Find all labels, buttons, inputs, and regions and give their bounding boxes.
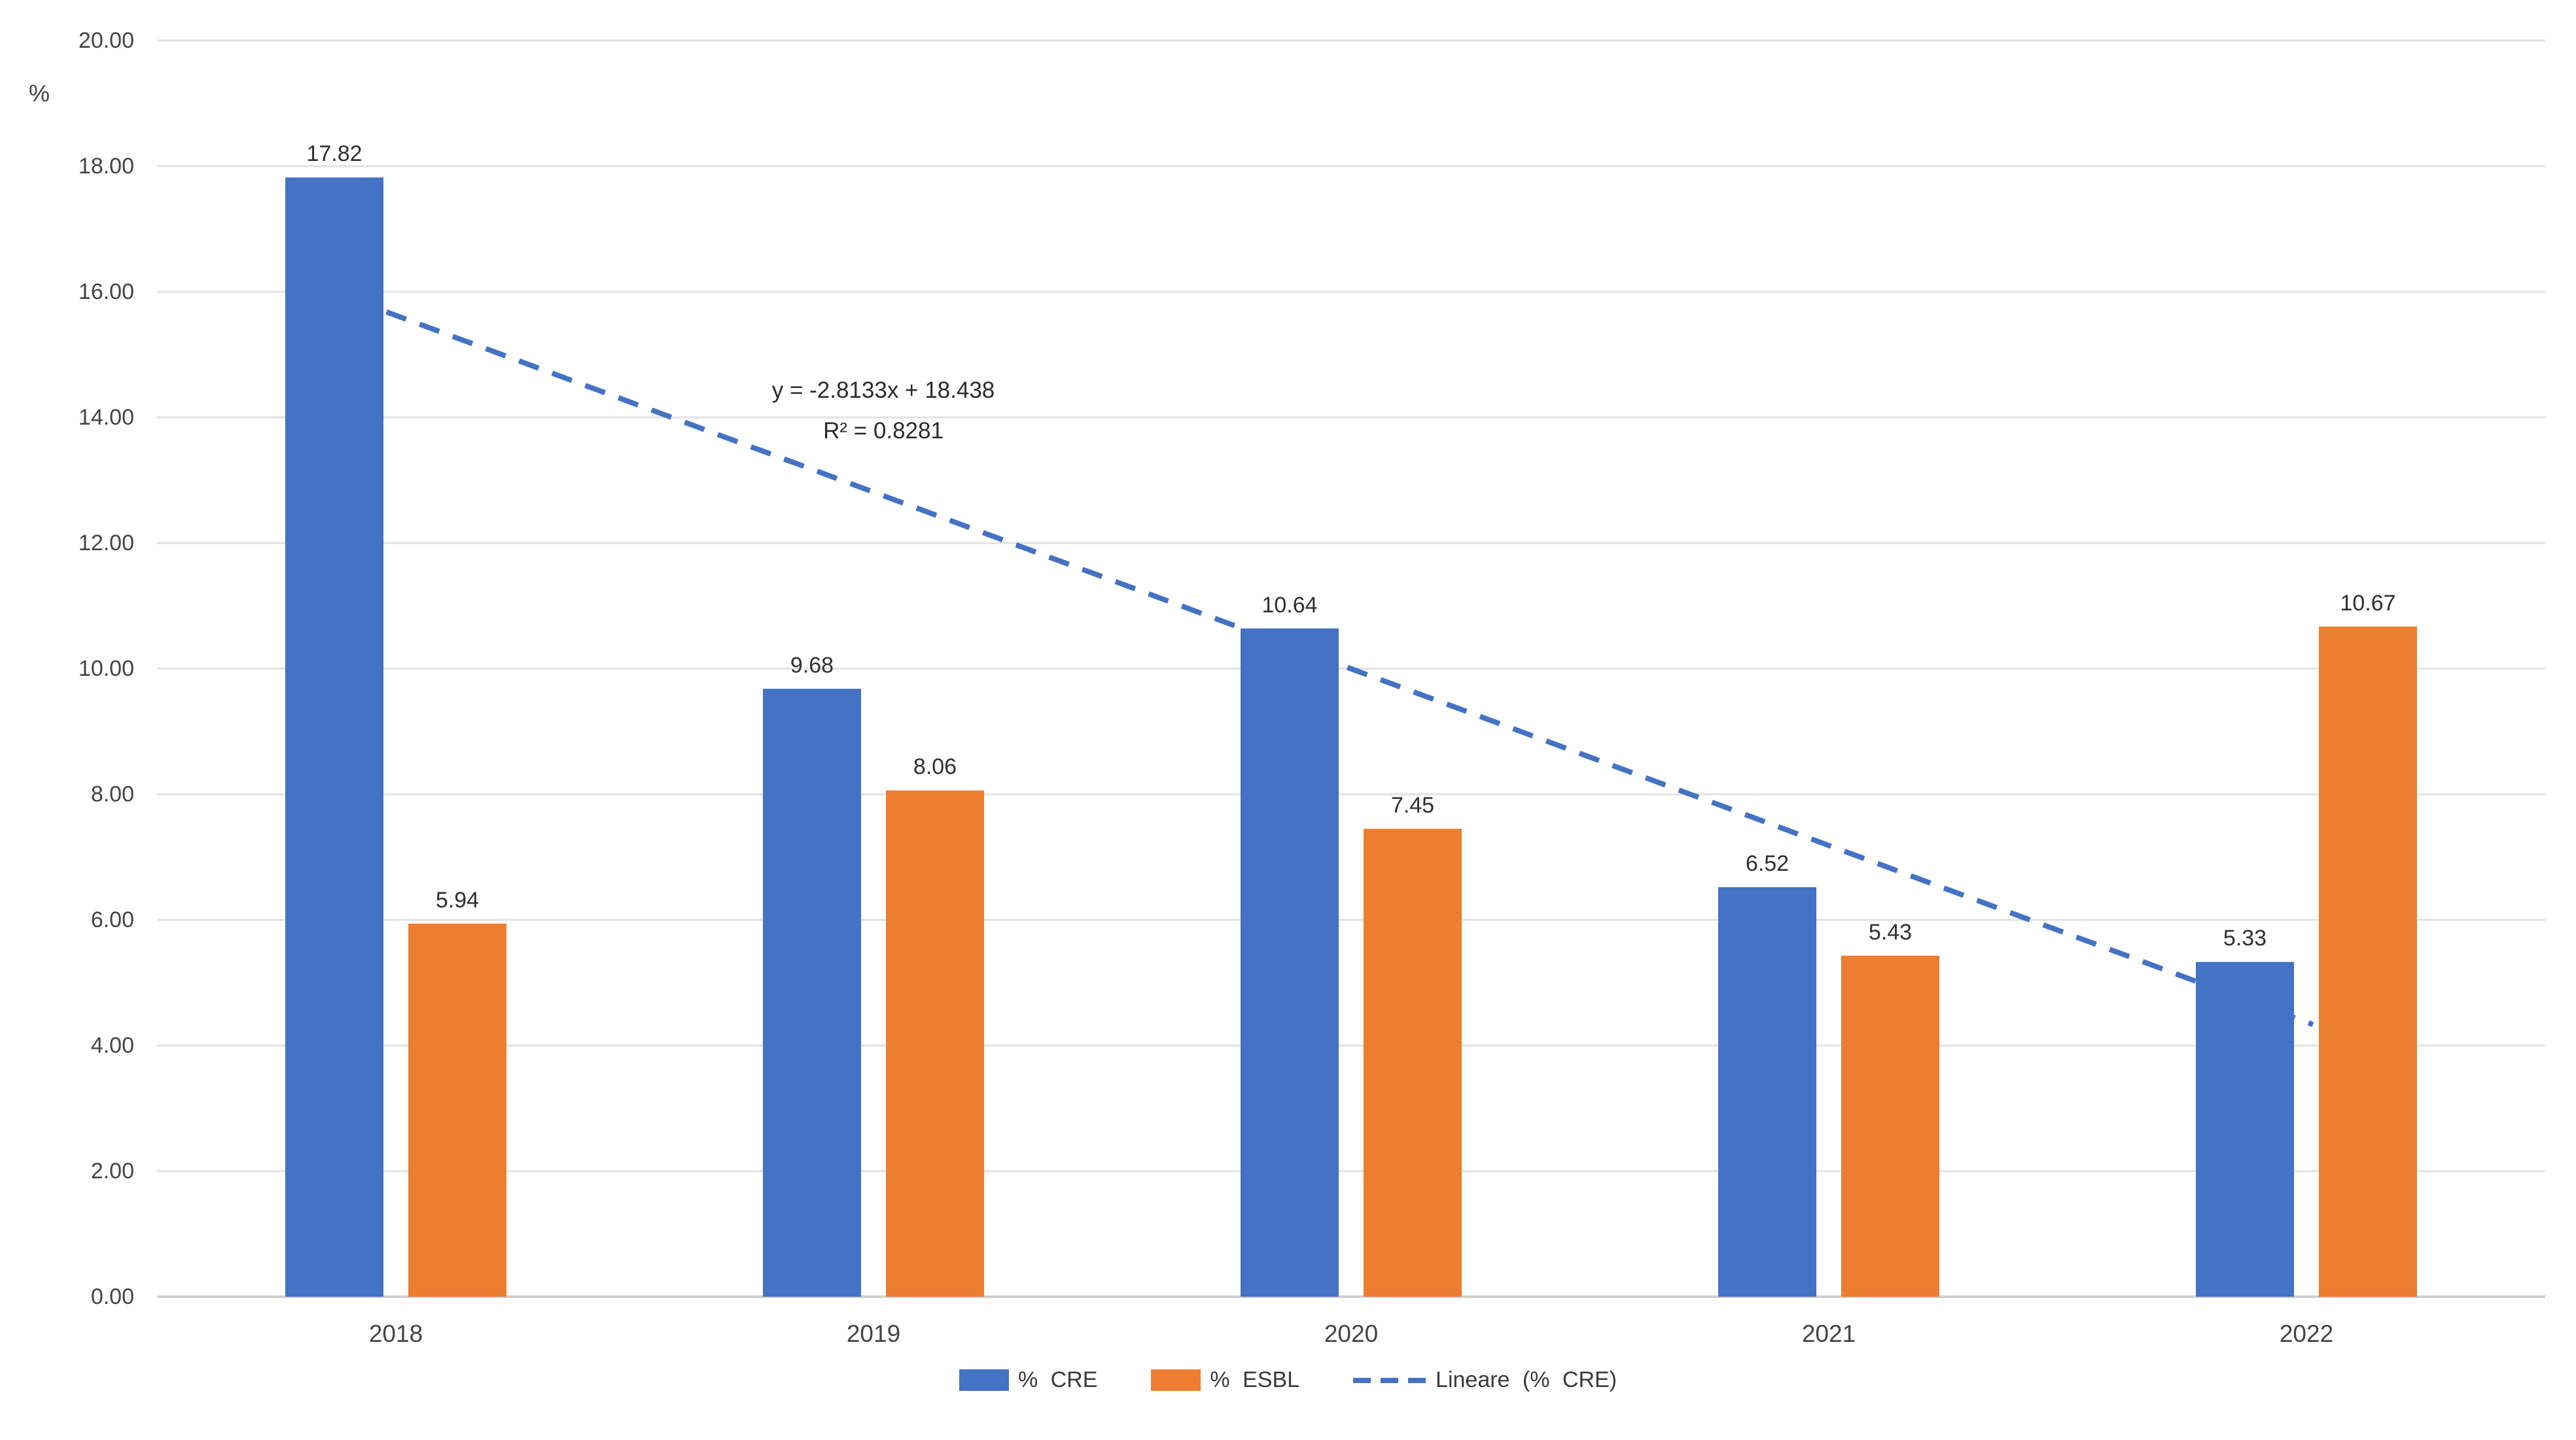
y-tick-label: 4.00 <box>90 1033 134 1058</box>
y-tick-label: 10.00 <box>78 656 134 681</box>
bar-cre-2019 <box>763 688 861 1297</box>
value-label: 5.33 <box>2223 926 2267 951</box>
y-tick-label: 16.00 <box>78 279 134 304</box>
y-tick-label: 18.00 <box>78 154 134 179</box>
y-tick-label: 2.00 <box>90 1159 134 1184</box>
trendline <box>352 297 2314 1027</box>
x-axis-label-2020: 2020 <box>1324 1320 1379 1347</box>
bar-esbl-2019 <box>886 790 984 1297</box>
bar-cre-2018 <box>285 177 383 1297</box>
legend-label-cre: % CRE <box>1017 1367 1098 1392</box>
legend-label-esbl: % ESBL <box>1210 1367 1300 1392</box>
bar-cre-2021 <box>1718 887 1816 1297</box>
value-label: 8.06 <box>913 754 957 780</box>
trendline-r-squared: R² = 0.8281 <box>823 418 944 444</box>
y-tick-label: 8.00 <box>90 782 134 807</box>
value-label: 7.45 <box>1390 792 1435 818</box>
trendline-annotation: y = -2.8133x + 18.438 R² = 0.8281 <box>687 370 1080 451</box>
value-label: 6.52 <box>1745 851 1790 877</box>
bar-esbl-2020 <box>1364 828 1462 1297</box>
cre-series-swatch <box>959 1369 1009 1391</box>
y-tick-label: 0.00 <box>90 1284 134 1309</box>
legend-item-esbl: % ESBL <box>1151 1367 1299 1393</box>
value-label: 9.68 <box>790 652 834 678</box>
value-label: 10.64 <box>1262 592 1318 618</box>
value-label: 10.67 <box>2340 590 2396 616</box>
legend-item-trendline: Lineare (% CRE) <box>1353 1367 1617 1393</box>
value-label: 5.43 <box>1868 919 1913 945</box>
bar-cre-2022 <box>2196 962 2294 1297</box>
bar-esbl-2018 <box>408 923 506 1297</box>
legend-label-trendline: Lineare (% CRE) <box>1436 1367 1617 1392</box>
bar-cre-2020 <box>1241 628 1339 1297</box>
y-axis-title: % <box>29 80 50 107</box>
x-axis-label-2019: 2019 <box>846 1320 901 1347</box>
trendline-swatch <box>1353 1377 1427 1383</box>
value-label: 5.94 <box>435 887 480 913</box>
legend: % CRE % ESBL Lineare (% CRE) <box>0 1367 2576 1393</box>
bar-esbl-2021 <box>1841 955 1939 1297</box>
trendline-equation: y = -2.8133x + 18.438 <box>771 378 995 403</box>
value-label: 17.82 <box>306 141 362 167</box>
esbl-series-swatch <box>1151 1369 1201 1391</box>
legend-item-cre: % CRE <box>959 1367 1097 1393</box>
y-tick-label: 20.00 <box>78 28 134 53</box>
x-axis-label-2021: 2021 <box>1801 1320 1856 1347</box>
x-axis-label-2018: 2018 <box>368 1320 423 1347</box>
y-tick-label: 12.00 <box>78 531 134 555</box>
x-axis-label-2022: 2022 <box>2279 1320 2334 1347</box>
bar-esbl-2022 <box>2319 626 2417 1297</box>
y-tick-label: 6.00 <box>90 907 134 932</box>
y-tick-label: 14.00 <box>78 405 134 430</box>
